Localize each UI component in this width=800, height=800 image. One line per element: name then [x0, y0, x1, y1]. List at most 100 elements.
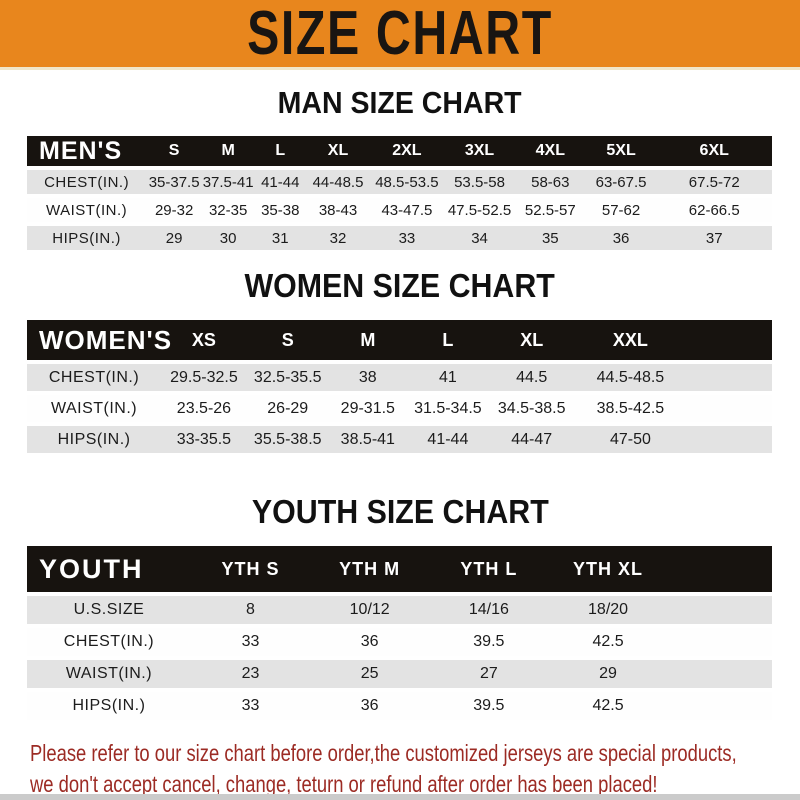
size-column-header: XL — [306, 136, 370, 166]
size-value: 44.5-48.5 — [574, 364, 687, 391]
size-value: 30 — [202, 226, 255, 250]
table-corner-label: YOUTH — [27, 546, 191, 592]
size-column-header: 6XL — [656, 136, 772, 166]
size-value: 36 — [585, 226, 657, 250]
size-value: 31 — [254, 226, 307, 250]
size-column-header — [667, 546, 772, 592]
size-value: 53.5-58 — [444, 170, 515, 194]
size-value: 26-29 — [246, 395, 329, 422]
table-row: CHEST(IN.) 33 36 39.5 42.5 — [27, 628, 772, 656]
youth-size-table: YOUTH YTH S YTH M YTH L YTH XL U.S.SIZE 8 10/12… — [27, 542, 772, 724]
banner: SIZE CHART — [0, 0, 800, 70]
row-label: CHEST(IN.) — [27, 628, 191, 656]
table-row: HIPS(IN.) 33-35.5 35.5-38.5 38.5-41 41-44 44-… — [27, 426, 772, 453]
size-value: 29-32 — [146, 198, 203, 222]
size-value — [667, 596, 772, 624]
size-value: 41 — [406, 364, 489, 391]
size-value: 38.5-42.5 — [574, 395, 687, 422]
size-value: 25 — [310, 660, 430, 688]
section-title-women: WOMEN SIZE CHART — [0, 267, 800, 305]
size-column-header: YTH S — [190, 546, 311, 592]
size-value: 57-62 — [585, 198, 657, 222]
size-value: 35 — [514, 226, 586, 250]
section-title-youth-text: YOUTH SIZE CHART — [251, 493, 549, 530]
size-value: 34 — [444, 226, 515, 250]
size-value: 39.5 — [429, 692, 549, 720]
size-value: 33 — [190, 628, 311, 656]
size-column-header: M — [202, 136, 255, 166]
size-value: 33 — [190, 692, 311, 720]
section-title-men: MAN SIZE CHART — [0, 85, 800, 121]
table-corner-label: WOMEN'S — [27, 320, 171, 360]
disclaimer-line-1: Please refer to our size chart before or… — [30, 740, 737, 766]
row-label: CHEST(IN.) — [27, 170, 147, 194]
size-column-header: YTH XL — [548, 546, 668, 592]
size-value: 35-37.5 — [146, 170, 203, 194]
size-value: 8 — [190, 596, 311, 624]
size-value — [686, 364, 772, 391]
size-column-header: S — [246, 320, 329, 360]
table-header-row: MEN'S S M L XL 2XL 3XL 4XL 5XL 6XL — [27, 136, 772, 166]
size-column-header: YTH M — [310, 546, 430, 592]
size-value — [667, 692, 772, 720]
size-value: 38 — [328, 364, 407, 391]
table-row: WAIST(IN.) 23.5-26 26-29 29-31.5 31.5-34.5 34… — [27, 395, 772, 422]
size-value: 44-48.5 — [306, 170, 370, 194]
size-value: 38-43 — [306, 198, 370, 222]
size-value — [686, 426, 772, 453]
table-header-row: WOMEN'S XS S M L XL XXL — [27, 320, 772, 360]
size-column-header: L — [406, 320, 489, 360]
size-column-header: XL — [488, 320, 575, 360]
table-header-row: YOUTH YTH S YTH M YTH L YTH XL — [27, 546, 772, 592]
size-value: 35-38 — [254, 198, 307, 222]
size-column-header: 2XL — [369, 136, 445, 166]
size-value: 62-66.5 — [656, 198, 772, 222]
section-women: WOMEN SIZE CHART WOMEN'S XS S M L XL XXL CHEST(… — [0, 267, 800, 457]
section-title-youth: YOUTH SIZE CHART — [0, 493, 800, 531]
size-value: 29.5-32.5 — [161, 364, 247, 391]
size-value: 41-44 — [406, 426, 489, 453]
size-value: 47-50 — [574, 426, 687, 453]
size-column-header — [686, 320, 772, 360]
size-value: 43-47.5 — [369, 198, 445, 222]
size-value: 37 — [656, 226, 772, 250]
size-value: 42.5 — [548, 692, 668, 720]
table-row: HIPS(IN.) 29 30 31 32 33 34 35 36 37 — [27, 226, 772, 250]
row-label: WAIST(IN.) — [27, 660, 191, 688]
size-column-header: YTH L — [429, 546, 549, 592]
row-label: HIPS(IN.) — [27, 692, 191, 720]
table-row: U.S.SIZE 8 10/12 14/16 18/20 — [27, 596, 772, 624]
table-corner-label: MEN'S — [27, 136, 147, 166]
row-label: HIPS(IN.) — [27, 226, 147, 250]
size-value: 52.5-57 — [514, 198, 586, 222]
size-value: 23.5-26 — [161, 395, 247, 422]
row-label: WAIST(IN.) — [27, 198, 147, 222]
size-value: 58-63 — [514, 170, 586, 194]
size-column-header: L — [254, 136, 307, 166]
size-value: 48.5-53.5 — [369, 170, 445, 194]
size-value: 39.5 — [429, 628, 549, 656]
size-value: 36 — [310, 692, 430, 720]
size-value — [667, 628, 772, 656]
size-column-header: XS — [161, 320, 247, 360]
size-value: 41-44 — [254, 170, 307, 194]
size-value: 23 — [190, 660, 311, 688]
size-value: 33-35.5 — [161, 426, 247, 453]
size-value: 47.5-52.5 — [444, 198, 515, 222]
size-value: 38.5-41 — [328, 426, 407, 453]
row-label: U.S.SIZE — [27, 596, 191, 624]
table-row: WAIST(IN.) 29-32 32-35 35-38 38-43 43-47.5 47.… — [27, 198, 772, 222]
size-column-header: S — [146, 136, 203, 166]
size-column-header: 5XL — [585, 136, 657, 166]
size-value: 34.5-38.5 — [488, 395, 575, 422]
size-value: 36 — [310, 628, 430, 656]
size-value: 44.5 — [488, 364, 575, 391]
section-youth: YOUTH SIZE CHART YOUTH YTH S YTH M YTH L YTH… — [0, 493, 800, 724]
table-row: CHEST(IN.) 35-37.5 37.5-41 41-44 44-48.5 48.5… — [27, 170, 772, 194]
size-value — [667, 660, 772, 688]
size-column-header: XXL — [574, 320, 687, 360]
size-column-header: 3XL — [444, 136, 515, 166]
size-column-header: 4XL — [514, 136, 586, 166]
bottom-edge-strip — [0, 794, 800, 800]
